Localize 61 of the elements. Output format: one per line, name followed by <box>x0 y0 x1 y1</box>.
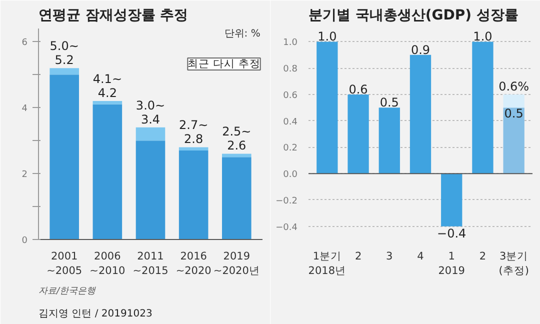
x-tick-label: 1 2019 <box>438 250 465 277</box>
data-label: 0.9 <box>410 42 430 57</box>
y-tick-label: 6 <box>22 38 28 48</box>
bar <box>178 147 208 150</box>
y-tick-label: 0.2 <box>283 144 298 154</box>
y-tick-label: 1.0 <box>283 38 298 48</box>
bar <box>378 108 400 174</box>
bar <box>50 74 79 240</box>
y-tick-label: 0.4 <box>283 117 298 128</box>
y-tick-label: 4 <box>22 104 28 114</box>
annotation: 단위: % <box>224 28 260 40</box>
annotation: 0.6% <box>498 79 530 94</box>
x-tick-label: 2019 ~2020년 <box>213 250 260 277</box>
chart-title: 분기별 국내총생산(GDP) 성장률 <box>308 8 518 24</box>
y-tick-label: 0.6 <box>283 90 298 101</box>
annotation: 4.1~ 4.2 <box>92 72 122 100</box>
data-label: 0.5 <box>380 96 399 110</box>
chart-title: 연평균 잠재성장률 추정 <box>38 8 188 24</box>
bar <box>503 108 524 174</box>
bar <box>222 154 252 158</box>
annotation: 3.0~ 3.4 <box>136 98 166 126</box>
bar <box>136 127 166 141</box>
x-tick-label: 2 <box>479 250 486 262</box>
x-tick-label: 2 <box>354 250 362 262</box>
y-tick-label: −0.4 <box>276 222 298 233</box>
annotation: 최근 다시 추정 <box>188 58 260 70</box>
x-tick-label: 2011 ~2015 <box>132 250 168 277</box>
bar <box>136 140 166 240</box>
annotation: 2.7~ 2.8 <box>179 118 208 146</box>
y-tick-label: 2 <box>22 170 28 180</box>
bar <box>178 150 208 240</box>
bar <box>222 157 252 240</box>
data-label: 1.0 <box>318 30 337 44</box>
y-tick-label: 0.0 <box>283 170 298 180</box>
bar <box>441 174 462 226</box>
x-tick-label: 2001 ~2005 <box>46 250 82 277</box>
data-label: 0.5 <box>504 106 524 121</box>
y-tick-label: 0.8 <box>283 64 298 75</box>
x-tick-label: 2016 ~2020 <box>176 250 212 277</box>
data-label: 0.6 <box>348 82 368 96</box>
x-tick-label: 3분기 (추정) <box>498 250 529 277</box>
y-tick-label: 0 <box>22 236 28 246</box>
bar <box>410 54 432 174</box>
annotation: 2.5~ 2.6 <box>222 124 252 153</box>
y-tick-label: −0.2 <box>276 196 298 206</box>
bar <box>92 104 122 240</box>
bar <box>50 68 79 75</box>
x-tick-label: 1분기 2018년 <box>308 250 346 277</box>
annotation: 5.0~ 5.2 <box>50 39 79 68</box>
data-label: 1.0 <box>473 30 492 44</box>
x-tick-label: 2006 ~2010 <box>90 250 126 277</box>
bar <box>348 94 369 174</box>
bar <box>316 42 338 174</box>
text: 자료/한국은행 <box>38 286 97 296</box>
x-tick-label: 3 <box>386 250 393 262</box>
data-label: −0.4 <box>437 226 466 240</box>
bar <box>503 94 524 108</box>
text: 김지영 인턴 / 20191023 <box>38 308 152 320</box>
bar <box>92 101 122 104</box>
x-tick-label: 4 <box>417 250 424 262</box>
bar <box>472 42 494 174</box>
